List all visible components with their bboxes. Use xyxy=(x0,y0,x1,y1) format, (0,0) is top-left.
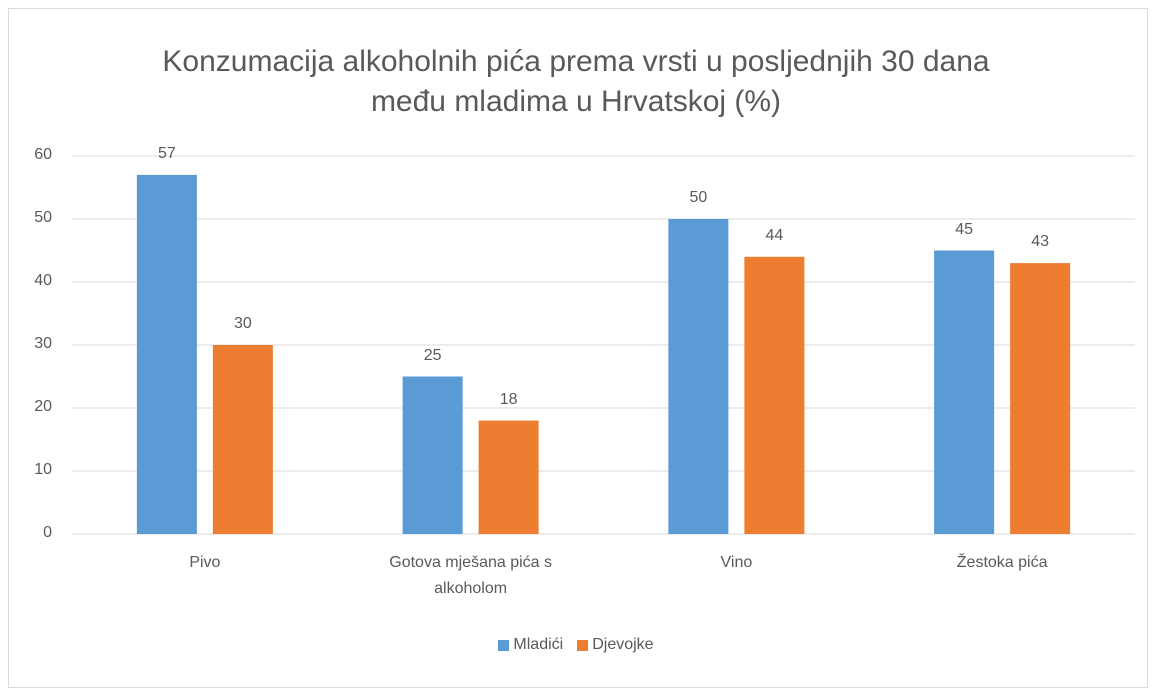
y-tick-label: 20 xyxy=(34,398,52,415)
y-tick-label: 60 xyxy=(34,146,52,163)
data-label: 44 xyxy=(765,226,784,244)
data-label: 57 xyxy=(157,144,176,162)
data-label: 50 xyxy=(689,189,708,206)
chart-title: Konzumacija alkoholnih pića prema vrsti … xyxy=(162,45,990,118)
legend-swatch xyxy=(498,639,510,651)
y-tick-label: 50 xyxy=(34,209,52,226)
x-tick-label: Pivo xyxy=(189,554,221,571)
data-label: 25 xyxy=(423,346,442,364)
bar xyxy=(1010,263,1071,534)
legend-swatch xyxy=(577,639,589,651)
bar xyxy=(478,420,539,534)
y-tick-label: 10 xyxy=(34,461,52,478)
x-tick-label: Žestoka pića xyxy=(956,554,1048,571)
legend-label: Djevojke xyxy=(592,636,654,653)
legend-label: Mladići xyxy=(513,636,564,653)
bar xyxy=(744,256,805,534)
data-label: 30 xyxy=(233,315,252,332)
legend: Mladići Djevojke xyxy=(0,636,1152,654)
y-tick-label: 40 xyxy=(34,272,52,289)
bar xyxy=(668,219,729,534)
data-label: 43 xyxy=(1031,233,1050,251)
bar xyxy=(934,250,995,534)
bar xyxy=(402,376,463,534)
x-tick-label: Gotova mješana pića s alkoholom xyxy=(389,554,552,597)
y-tick-label: 0 xyxy=(43,524,52,541)
x-tick-label: Vino xyxy=(720,554,753,571)
bar xyxy=(212,345,273,534)
data-label: 45 xyxy=(955,220,974,238)
legend-item: Djevojke xyxy=(577,636,654,654)
bar xyxy=(136,174,197,534)
y-tick-label: 30 xyxy=(34,335,52,352)
data-label: 18 xyxy=(499,390,518,408)
legend-item: Mladići xyxy=(498,636,563,654)
